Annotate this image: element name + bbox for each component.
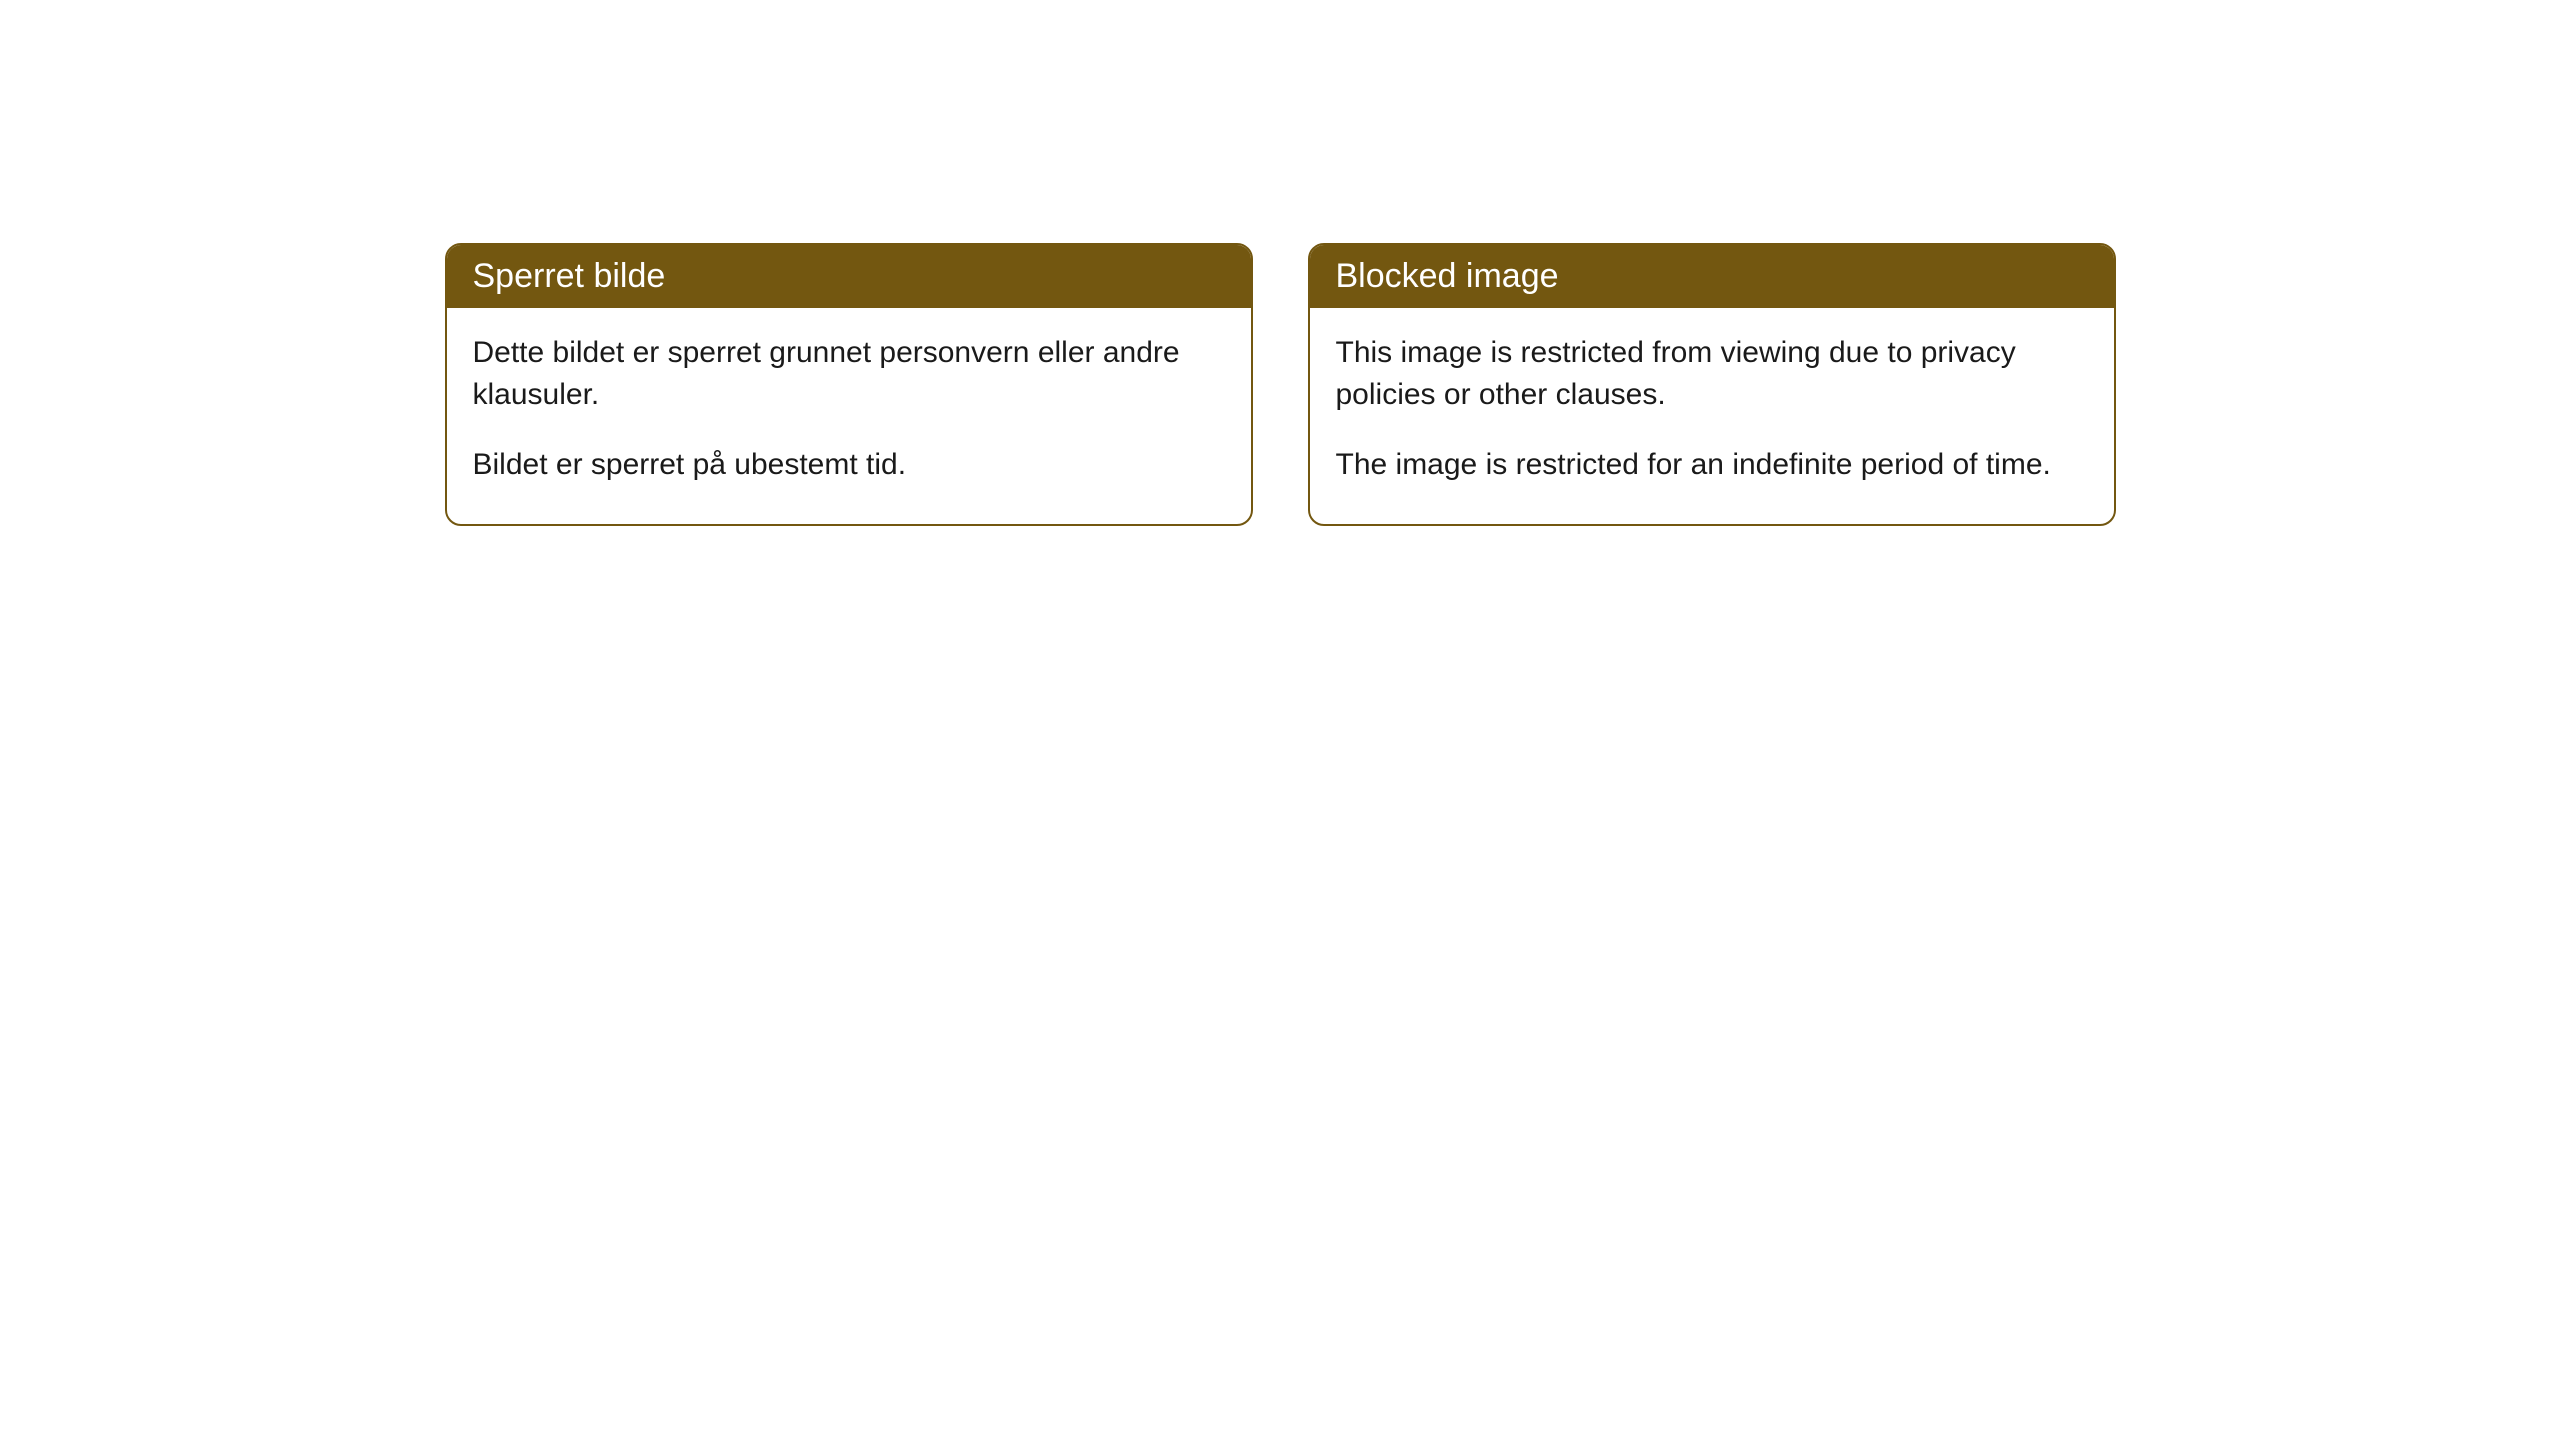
cards-container: Sperret bilde Dette bildet er sperret gr… (445, 243, 2116, 526)
card-body-english: This image is restricted from viewing du… (1310, 308, 2114, 524)
card-header-english: Blocked image (1310, 245, 2114, 308)
paragraph-norwegian-1: Dette bildet er sperret grunnet personve… (473, 332, 1225, 416)
card-header-norwegian: Sperret bilde (447, 245, 1251, 308)
card-norwegian: Sperret bilde Dette bildet er sperret gr… (445, 243, 1253, 526)
paragraph-english-2: The image is restricted for an indefinit… (1336, 444, 2088, 486)
paragraph-english-1: This image is restricted from viewing du… (1336, 332, 2088, 416)
card-title-english: Blocked image (1336, 257, 1559, 295)
paragraph-norwegian-2: Bildet er sperret på ubestemt tid. (473, 444, 1225, 486)
card-body-norwegian: Dette bildet er sperret grunnet personve… (447, 308, 1251, 524)
card-title-norwegian: Sperret bilde (473, 257, 666, 295)
card-english: Blocked image This image is restricted f… (1308, 243, 2116, 526)
